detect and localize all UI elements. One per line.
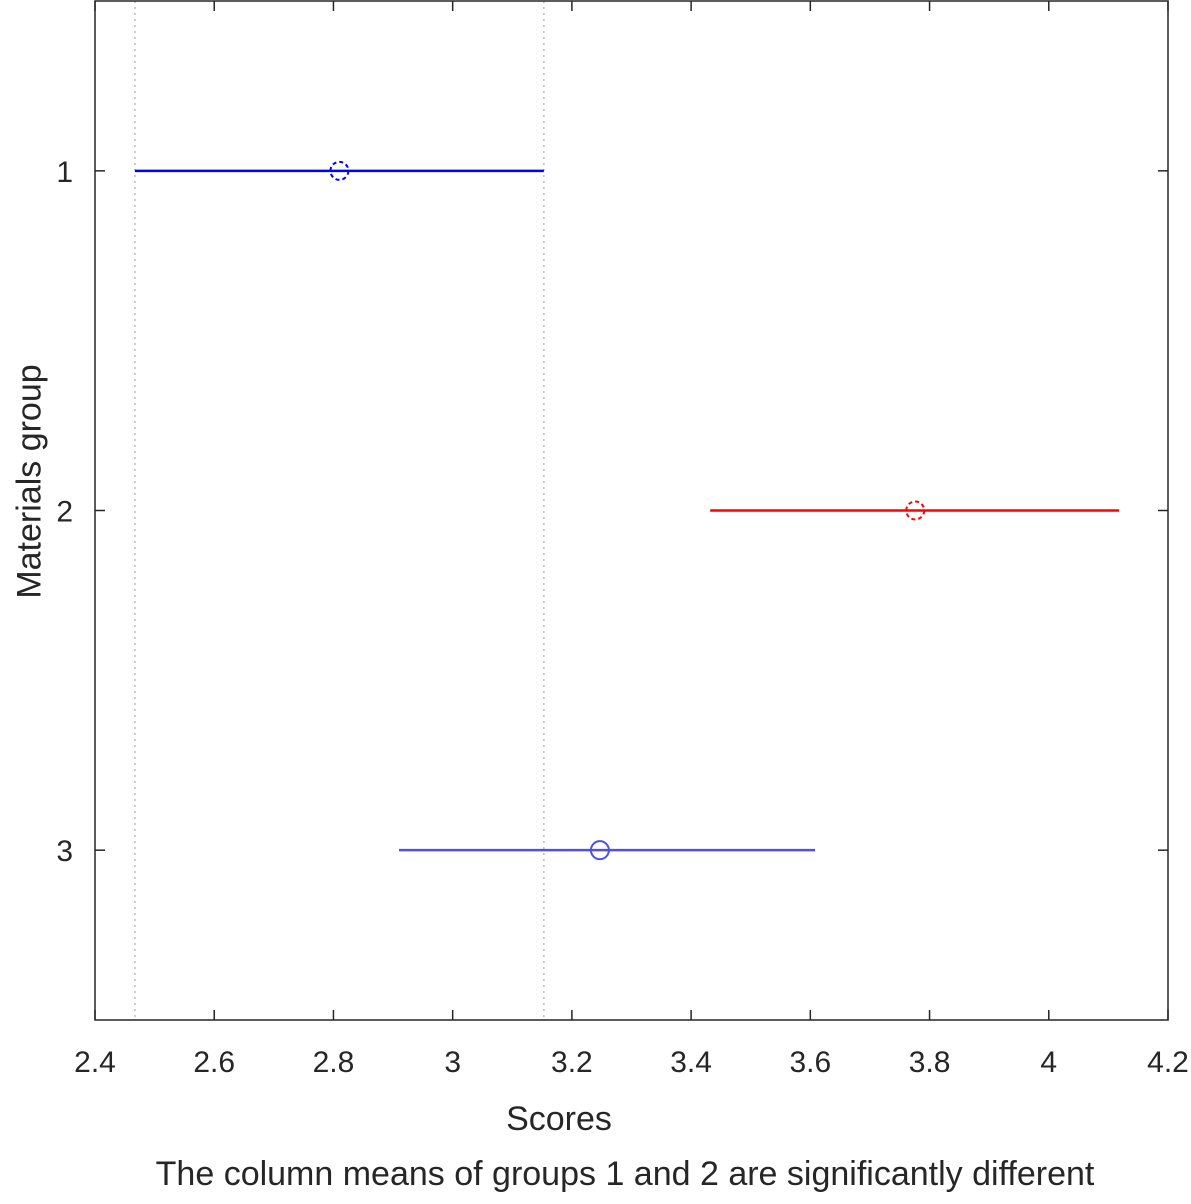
group-2-mean-marker <box>905 500 926 521</box>
x-tick-label: 4 <box>1040 1046 1057 1079</box>
x-axis-label: Scores <box>506 1100 612 1138</box>
x-tick-label: 3.8 <box>909 1046 951 1079</box>
x-tick-label: 4.2 <box>1147 1046 1189 1079</box>
y-tick-label: 2 <box>56 496 73 529</box>
x-tick-label: 2.6 <box>193 1046 235 1079</box>
x-tick-label: 3.2 <box>551 1046 593 1079</box>
chart-caption: The column means of groups 1 and 2 are s… <box>155 1155 1095 1193</box>
group-3-mean-marker <box>589 840 610 861</box>
y-tick-label: 3 <box>56 835 73 868</box>
y-axis-label: Materials group <box>10 364 49 599</box>
x-tick-label: 2.8 <box>313 1046 355 1079</box>
x-tick-label: 3.4 <box>670 1046 712 1079</box>
group-1-mean-marker <box>329 160 350 181</box>
x-tick-label: 3 <box>444 1046 461 1079</box>
x-tick-label: 2.4 <box>74 1046 116 1079</box>
x-tick-label: 3.6 <box>789 1046 831 1079</box>
y-tick-label: 1 <box>56 156 73 189</box>
